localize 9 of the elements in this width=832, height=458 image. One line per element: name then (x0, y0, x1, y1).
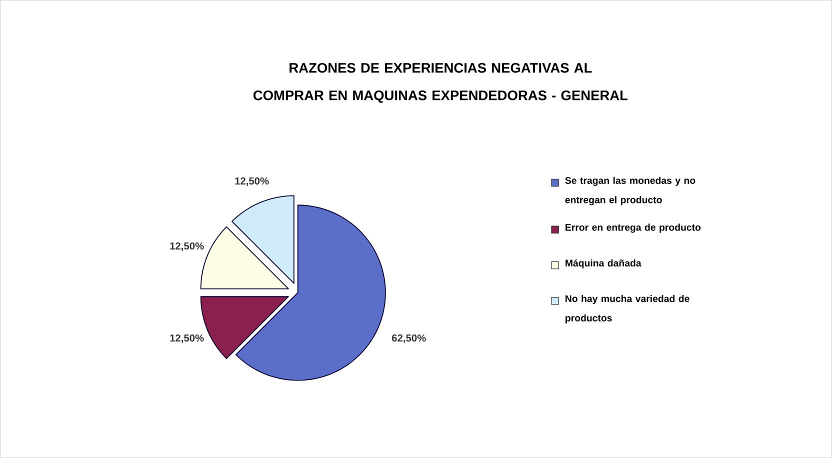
data-label: 12,50% (170, 242, 204, 251)
chart-title: RAZONES DE EXPERIENCIAS NEGATIVAS AL COMPRAR EN MAQUINAS EXPENDEDORAS - GENERAL (253, 62, 628, 103)
data-label: 12,50% (170, 334, 204, 344)
legend-label: Máquina dañada (566, 259, 642, 268)
legend-label: No hay mucha variedad de productos (566, 294, 690, 324)
data-label: 12,50% (235, 177, 269, 186)
legend-label: Error en entrega de producto (566, 224, 701, 233)
data-label: 62,50% (392, 334, 426, 344)
legend-label: Se tragan las monedas y no entregan el producto (565, 176, 696, 206)
